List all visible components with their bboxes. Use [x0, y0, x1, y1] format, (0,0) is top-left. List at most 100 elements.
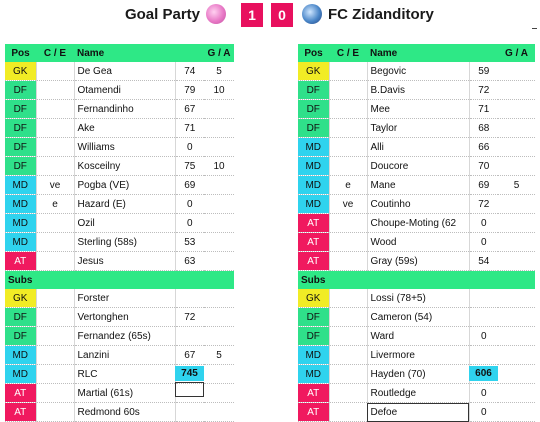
home-score: 1 — [241, 3, 263, 27]
player-row[interactable]: DF Vertonghen 72 — [5, 307, 234, 327]
captain-cell — [35, 213, 74, 233]
player-name-cell[interactable]: Mee — [366, 99, 469, 119]
player-row[interactable]: MD e Mane 69 5 — [298, 175, 535, 195]
player-name-cell[interactable]: Defoe — [366, 402, 469, 422]
player-name-cell[interactable]: Wood — [366, 232, 469, 252]
player-name-cell[interactable]: Fernandinho — [73, 99, 175, 119]
captain-cell — [35, 62, 74, 81]
player-row[interactable]: DF B.Davis 72 — [298, 80, 535, 100]
player-name-cell[interactable]: Williams — [73, 137, 175, 157]
player-name-cell[interactable]: Cameron (54) — [366, 307, 469, 327]
player-row[interactable]: MD Hayden (70) — [298, 364, 535, 384]
goals-assists-cell: 10 — [204, 80, 234, 100]
player-row[interactable]: MD ve Coutinho 72 — [298, 194, 535, 214]
player-row[interactable]: DF Fernandez (65s) — [5, 326, 234, 346]
player-row[interactable]: AT Redmond 60s — [5, 402, 234, 422]
player-row[interactable]: DF Kosceilny 75 10 — [5, 156, 234, 176]
player-row[interactable]: GK De Gea 74 5 — [5, 62, 234, 81]
player-row[interactable]: MD Sterling (58s) 53 — [5, 232, 234, 252]
player-name-cell[interactable]: Alli — [366, 137, 469, 157]
player-name-cell[interactable]: Kosceilny — [73, 156, 175, 176]
player-name-cell[interactable]: Otamendi — [73, 80, 175, 100]
player-row[interactable]: AT Wood 0 — [298, 232, 535, 252]
player-name-cell[interactable]: Lanzini — [73, 345, 175, 365]
player-row[interactable]: DF Ake 71 — [5, 118, 234, 138]
player-row[interactable]: DF Mee 71 — [298, 99, 535, 119]
goals-assists-cell — [204, 137, 234, 157]
player-row[interactable]: MD e Hazard (E) 0 — [5, 194, 234, 214]
captain-cell — [35, 326, 74, 346]
position-cell: MD — [5, 175, 36, 195]
player-name-cell[interactable]: Choupe-Moting (62 — [366, 213, 469, 233]
goals-assists-cell — [204, 213, 234, 233]
player-row[interactable]: DF Otamendi 79 10 — [5, 80, 234, 100]
position-cell: DF — [5, 307, 36, 327]
player-name-cell[interactable]: Lossi (78+5) — [366, 289, 469, 308]
player-row[interactable]: MD Doucore 70 — [298, 156, 535, 176]
home-total-empty-box[interactable] — [175, 382, 204, 397]
player-name-cell[interactable]: Coutinho — [366, 194, 469, 214]
subs-header-row: Subs — [5, 270, 234, 289]
captain-cell — [328, 156, 367, 176]
player-name-cell[interactable]: Martial (61s) — [73, 383, 175, 403]
player-row[interactable]: GK Begovic 59 — [298, 62, 535, 81]
player-name-cell[interactable]: Gray (59s) — [366, 251, 469, 271]
player-name-cell[interactable]: Jesus — [73, 251, 175, 271]
player-name-cell[interactable]: Hayden (70) — [366, 364, 469, 384]
player-name-cell[interactable]: Mane — [366, 175, 469, 195]
player-name-cell[interactable]: Redmond 60s — [73, 402, 175, 422]
player-row[interactable]: DF Ward 0 — [298, 326, 535, 346]
player-row[interactable]: AT Routledge 0 — [298, 383, 535, 403]
player-name-cell[interactable]: Hazard (E) — [73, 194, 175, 214]
away-score: 0 — [271, 3, 293, 27]
position-cell: AT — [5, 402, 36, 422]
captain-cell: ve — [328, 194, 367, 214]
goals-assists-cell: 5 — [204, 62, 234, 81]
player-row[interactable]: DF Fernandinho 67 — [5, 99, 234, 119]
player-name-cell[interactable]: Forster — [73, 289, 175, 308]
player-row[interactable]: MD Lanzini 67 5 — [5, 345, 234, 365]
points-cell: 0 — [468, 383, 498, 403]
subs-header-cell — [469, 270, 498, 289]
points-cell: 72 — [468, 194, 498, 214]
player-name-cell[interactable]: De Gea — [73, 62, 175, 81]
goals-assists-cell — [498, 156, 535, 176]
player-name-cell[interactable]: Doucore — [366, 156, 469, 176]
position-cell: AT — [298, 251, 329, 271]
player-row[interactable]: AT Choupe-Moting (62 0 — [298, 213, 535, 233]
player-row[interactable]: DF Cameron (54) — [298, 307, 535, 327]
goals-assists-cell — [498, 402, 535, 422]
player-row[interactable]: AT Defoe 0 — [298, 402, 535, 422]
player-name-cell[interactable]: Livermore — [366, 345, 469, 365]
player-row[interactable]: GK Lossi (78+5) — [298, 289, 535, 308]
player-name-cell[interactable]: Taylor — [366, 118, 469, 138]
player-name-cell[interactable]: Pogba (VE) — [73, 175, 175, 195]
player-name-cell[interactable]: Ward — [366, 326, 469, 346]
points-cell: 0 — [174, 137, 204, 157]
player-name-cell[interactable]: Routledge — [366, 383, 469, 403]
points-cell — [174, 289, 204, 308]
player-name-cell[interactable]: Sterling (58s) — [73, 232, 175, 252]
player-name-cell[interactable]: Vertonghen — [73, 307, 175, 327]
away-team-name: FC Zidanditory — [328, 6, 434, 23]
away-lineup-table: Pos C / E Name G / A GK Begovic 59 DF B.Davis 72 D… — [298, 44, 535, 422]
points-cell: 70 — [468, 156, 498, 176]
captain-cell — [328, 80, 367, 100]
captain-cell — [328, 345, 367, 365]
player-row[interactable]: MD ve Pogba (VE) 69 — [5, 175, 234, 195]
player-row[interactable]: GK Forster — [5, 289, 234, 308]
player-row[interactable]: AT Gray (59s) 54 — [298, 251, 535, 271]
player-row[interactable]: MD Livermore — [298, 345, 535, 365]
player-name-cell[interactable]: B.Davis — [366, 80, 469, 100]
player-row[interactable]: DF Taylor 68 — [298, 118, 535, 138]
player-row[interactable]: MD Alli 66 — [298, 137, 535, 157]
subs-header-cell — [74, 270, 175, 289]
player-name-cell[interactable]: RLC — [73, 364, 175, 384]
player-name-cell[interactable]: Ozil — [73, 213, 175, 233]
player-row[interactable]: DF Williams 0 — [5, 137, 234, 157]
player-row[interactable]: AT Jesus 63 — [5, 251, 234, 271]
player-name-cell[interactable]: Ake — [73, 118, 175, 138]
player-row[interactable]: MD Ozil 0 — [5, 213, 234, 233]
player-name-cell[interactable]: Begovic — [366, 62, 469, 81]
player-name-cell[interactable]: Fernandez (65s) — [73, 326, 175, 346]
